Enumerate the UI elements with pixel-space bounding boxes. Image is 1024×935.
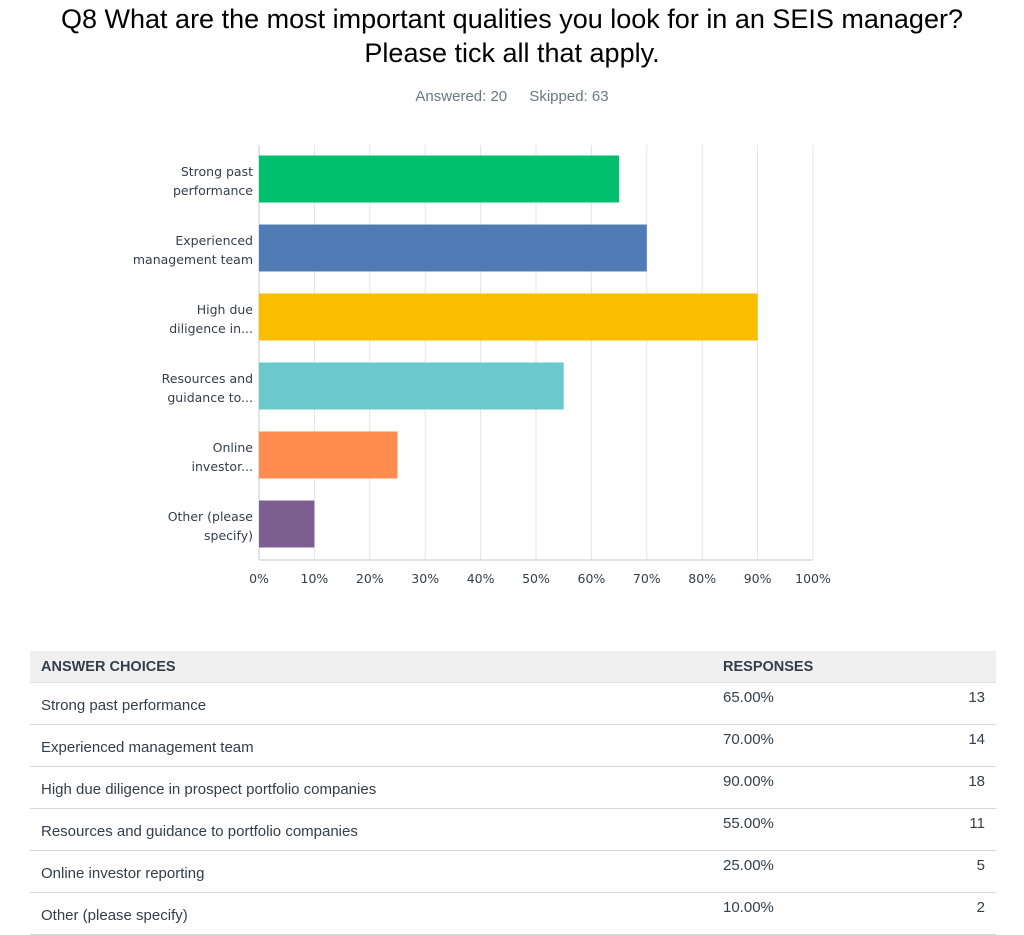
answer-choice-cell: Resources and guidance to portfolio comp… xyxy=(30,808,712,851)
response-percent-cell: 10.00% xyxy=(712,892,924,935)
bar xyxy=(259,500,315,548)
x-tick-label: 70% xyxy=(633,571,661,586)
x-tick-label: 80% xyxy=(688,571,716,586)
bar-chart: Strong past performance Experienced managem… xyxy=(133,145,831,586)
category-label-line: Strong past xyxy=(181,164,253,179)
table-row: Strong past performance 65.00% 13 xyxy=(30,682,996,725)
response-count-cell: 13 xyxy=(924,682,996,725)
x-tick-label: 10% xyxy=(301,571,329,586)
table-row: Resources and guidance to portfolio comp… xyxy=(30,808,996,851)
answer-choice-cell: High due diligence in prospect portfolio… xyxy=(30,766,712,809)
response-percent-cell: 90.00% xyxy=(712,766,924,809)
bar xyxy=(259,293,758,341)
table-row: Experienced management team 70.00% 14 xyxy=(30,724,996,767)
bar xyxy=(259,362,564,410)
category-label-line: guidance to... xyxy=(167,390,253,405)
response-count-cell: 14 xyxy=(924,724,996,767)
table-row: High due diligence in prospect portfolio… xyxy=(30,766,996,809)
category-label: High due diligence in... xyxy=(169,302,253,336)
x-tick-label: 40% xyxy=(467,571,495,586)
answer-choices-header: ANSWER CHOICES xyxy=(30,651,712,683)
category-label: Resources and guidance to... xyxy=(162,371,253,405)
response-percent-cell: 55.00% xyxy=(712,808,924,851)
category-label-line: specify) xyxy=(204,528,253,543)
response-count-cell: 11 xyxy=(924,808,996,851)
chart-title: Q8 What are the most important qualities… xyxy=(61,4,963,68)
response-percent-cell: 25.00% xyxy=(712,850,924,893)
category-label: Experienced management team xyxy=(133,233,253,267)
response-percent-cell: 70.00% xyxy=(712,724,924,767)
response-count-cell: 5 xyxy=(924,850,996,893)
responses-table: ANSWER CHOICES RESPONSES Strong past per… xyxy=(30,651,996,935)
bar xyxy=(259,155,620,203)
category-labels: Strong past performance Experienced managem… xyxy=(133,164,253,543)
response-summary: Answered: 20 Skipped: 63 xyxy=(0,88,1024,105)
answer-choice-cell: Other (please specify) xyxy=(30,892,712,935)
category-label: Other (please specify) xyxy=(168,509,254,543)
category-label-line: Experienced xyxy=(175,233,253,248)
x-tick-label: 50% xyxy=(522,571,550,586)
skipped-count: Skipped: 63 xyxy=(529,88,609,105)
category-label-line: investor... xyxy=(192,459,253,474)
x-tick-label: 90% xyxy=(744,571,772,586)
x-tick-label: 30% xyxy=(411,571,439,586)
answer-choice-cell: Online investor reporting xyxy=(30,850,712,893)
category-label-line: management team xyxy=(133,252,253,267)
category-label-line: Other (please xyxy=(168,509,254,524)
bars xyxy=(259,155,758,548)
table-header-row: ANSWER CHOICES RESPONSES xyxy=(30,651,996,683)
answer-choice-cell: Experienced management team xyxy=(30,724,712,767)
category-label-line: Resources and xyxy=(162,371,253,386)
bar xyxy=(259,431,398,479)
category-label: Online investor... xyxy=(192,440,254,474)
axis-tick-labels: 0% 10% 20% 30% 40% 50% 60% 70% 80% 90% 100% xyxy=(249,571,831,586)
response-percent-cell: 65.00% xyxy=(712,682,924,725)
grid-lines xyxy=(258,145,814,561)
category-label-line: Online xyxy=(213,440,254,455)
bar xyxy=(259,224,647,272)
table-row: Other (please specify) 10.00% 2 xyxy=(30,892,996,935)
answer-choice-cell: Strong past performance xyxy=(30,682,712,725)
response-count-cell: 18 xyxy=(924,766,996,809)
x-tick-label: 60% xyxy=(578,571,606,586)
category-label-line: diligence in... xyxy=(169,321,253,336)
answered-count: Answered: 20 xyxy=(415,88,508,105)
responses-header: RESPONSES xyxy=(712,651,996,683)
category-label: Strong past performance xyxy=(173,164,253,198)
category-label-line: performance xyxy=(173,183,253,198)
table-row: Online investor reporting 25.00% 5 xyxy=(30,850,996,893)
response-count-cell: 2 xyxy=(924,892,996,935)
x-tick-label: 20% xyxy=(356,571,384,586)
x-tick-label: 0% xyxy=(249,571,269,586)
x-tick-label: 100% xyxy=(795,571,831,586)
category-label-line: High due xyxy=(197,302,254,317)
